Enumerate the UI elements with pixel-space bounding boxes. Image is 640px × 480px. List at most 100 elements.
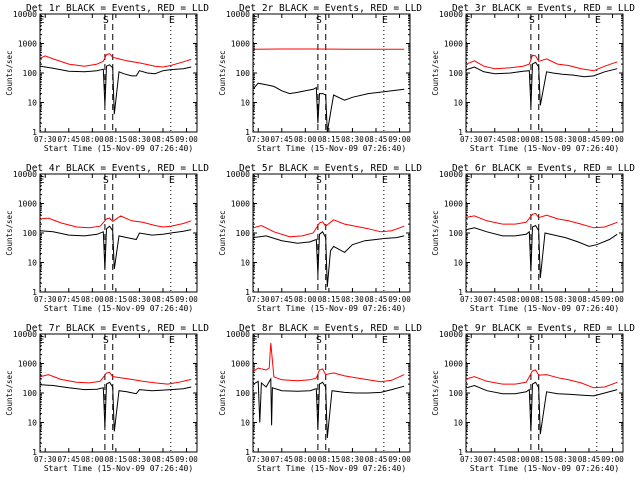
eclipse-marker-label: E <box>39 15 45 26</box>
x-tick-label: 09:00 <box>175 135 198 144</box>
eclipse-marker-label: E <box>465 15 471 26</box>
saa-marker-label: S <box>103 335 109 346</box>
eclipse-marker-label: E <box>382 175 388 186</box>
panel-title: Det 6r BLACK = Events, RED = LLD <box>452 163 635 174</box>
x-tick-label: 08:45 <box>578 455 601 464</box>
panel-title: Det 9r BLACK = Events, RED = LLD <box>452 323 635 334</box>
x-tick-label: 07:45 <box>270 295 293 304</box>
x-tick-label: 08:30 <box>128 295 151 304</box>
y-tick-label: 1 <box>32 128 37 137</box>
plot-frame <box>465 333 624 453</box>
y-axis-label: Counts/sec <box>5 210 14 255</box>
y-axis-label: Counts/sec <box>218 50 227 95</box>
events-series-line <box>253 82 405 132</box>
x-tick-label: 08:00 <box>81 295 104 304</box>
x-tick-label: 08:30 <box>554 135 577 144</box>
y-tick-label: 100 <box>449 69 464 78</box>
saa-marker-label: S <box>103 15 109 26</box>
x-tick-label: 08:45 <box>365 295 388 304</box>
y-tick-label: 100 <box>23 69 38 78</box>
y-tick-label: 1 <box>458 288 463 297</box>
panel-title: Det 3r BLACK = Events, RED = LLD <box>452 3 635 14</box>
y-tick-label: 1 <box>458 448 463 457</box>
y-tick-label: 10 <box>453 99 463 108</box>
x-tick-label: 07:30 <box>34 135 57 144</box>
y-tick-label: 1000 <box>18 40 37 49</box>
y-tick-label: 1000 <box>444 200 463 209</box>
x-tick-label: 09:00 <box>388 295 411 304</box>
x-tick-label: 08:00 <box>81 135 104 144</box>
x-tick-label: 08:30 <box>554 455 577 464</box>
eclipse-marker-label: E <box>595 15 601 26</box>
events-series-line <box>253 377 405 438</box>
saa-marker-label: S <box>316 15 322 26</box>
saa-marker-label: S <box>316 175 322 186</box>
events-series-line <box>466 224 618 278</box>
lld-series-line <box>466 212 618 229</box>
events-series-line <box>253 231 405 287</box>
y-tick-label: 10000 <box>439 10 463 19</box>
x-tick-label: 08:00 <box>507 295 530 304</box>
x-tick-label: 08:15 <box>105 455 128 464</box>
y-tick-label: 100 <box>23 229 38 238</box>
detector-panel: Det 8r BLACK = Events, RED = LLD 1 10 100 10… <box>218 323 422 473</box>
x-tick-label: 08:45 <box>365 135 388 144</box>
panel-title: Det 7r BLACK = Events, RED = LLD <box>26 323 209 334</box>
x-tick-label: 07:30 <box>247 455 270 464</box>
x-tick-label: 08:00 <box>507 455 530 464</box>
y-tick-label: 100 <box>449 229 464 238</box>
y-tick-label: 1000 <box>231 40 250 49</box>
saa-marker-label: S <box>529 15 535 26</box>
x-tick-label: 08:15 <box>531 135 554 144</box>
x-tick-label: 08:30 <box>554 295 577 304</box>
y-tick-label: 100 <box>236 69 251 78</box>
x-tick-label: 07:45 <box>483 455 506 464</box>
x-tick-label: 08:30 <box>128 455 151 464</box>
x-tick-label: 08:00 <box>81 455 104 464</box>
panel-title: Det 2r BLACK = Events, RED = LLD <box>239 3 422 14</box>
lld-series-line <box>40 215 192 229</box>
y-tick-label: 10 <box>453 419 463 428</box>
x-tick-label: 09:00 <box>601 295 624 304</box>
x-tick-label: 08:00 <box>294 295 317 304</box>
y-tick-label: 1000 <box>231 360 250 369</box>
x-tick-label: 07:45 <box>57 135 80 144</box>
panel-title: Det 8r BLACK = Events, RED = LLD <box>239 323 422 334</box>
x-axis-label: Start Time (15-Nov-09 07:26:40) <box>470 464 619 473</box>
events-series-line <box>40 64 192 115</box>
y-tick-label: 10000 <box>226 170 250 179</box>
x-tick-label: 08:15 <box>531 455 554 464</box>
x-tick-label: 08:45 <box>578 135 601 144</box>
x-tick-label: 07:45 <box>270 135 293 144</box>
y-tick-label: 10 <box>27 259 37 268</box>
eclipse-marker-label: E <box>169 175 175 186</box>
y-tick-label: 10000 <box>13 170 37 179</box>
detector-panel: Det 7r BLACK = Events, RED = LLD 1 10 100 10… <box>5 323 209 473</box>
x-tick-label: 07:45 <box>57 295 80 304</box>
eclipse-marker-label: E <box>382 335 388 346</box>
detector-panel: Det 9r BLACK = Events, RED = LLD 1 10 100 10… <box>431 323 635 473</box>
y-axis-label: Counts/sec <box>218 370 227 415</box>
panel-title: Det 4r BLACK = Events, RED = LLD <box>26 163 209 174</box>
y-axis-label: Counts/sec <box>5 50 14 95</box>
x-axis-label: Start Time (15-Nov-09 07:26:40) <box>257 464 406 473</box>
x-tick-label: 08:45 <box>152 295 175 304</box>
y-tick-label: 10 <box>240 259 250 268</box>
events-series-line <box>40 225 192 270</box>
x-tick-label: 08:45 <box>578 295 601 304</box>
events-series-line <box>466 381 618 435</box>
x-tick-label: 07:45 <box>270 455 293 464</box>
y-tick-label: 100 <box>236 389 251 398</box>
x-tick-label: 08:15 <box>531 295 554 304</box>
y-tick-label: 10 <box>27 99 37 108</box>
saa-marker-label: S <box>529 175 535 186</box>
x-tick-label: 07:30 <box>460 455 483 464</box>
x-tick-label: 07:30 <box>247 135 270 144</box>
eclipse-marker-label: E <box>465 335 471 346</box>
x-tick-label: 08:30 <box>128 135 151 144</box>
x-tick-label: 07:45 <box>483 295 506 304</box>
y-tick-label: 1 <box>245 448 250 457</box>
y-tick-label: 1000 <box>18 200 37 209</box>
y-tick-label: 100 <box>236 229 251 238</box>
